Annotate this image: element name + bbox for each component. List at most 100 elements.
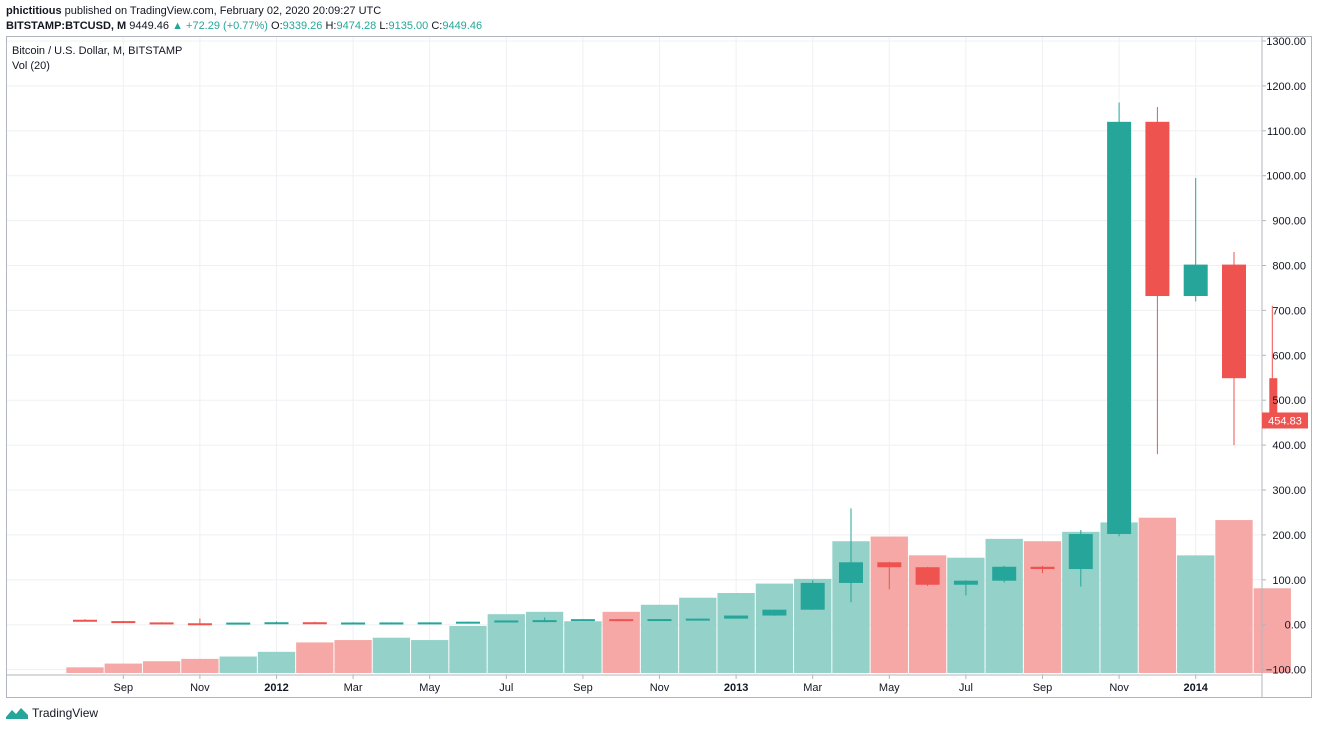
candle-body[interactable]: [1222, 264, 1246, 379]
x-tick-label: Mar: [344, 682, 363, 694]
x-tick-label: May: [419, 682, 440, 694]
y-tick-label: 300.00: [1272, 485, 1306, 497]
volume-bar: [602, 611, 640, 673]
series-legend[interactable]: Bitcoin / U.S. Dollar, M, BITSTAMP: [12, 45, 183, 57]
y-tick-label: 1200.00: [1266, 81, 1306, 93]
symbol-label: BITSTAMP:BTCUSD, M: [6, 20, 127, 32]
volume-legend[interactable]: Vol (20): [12, 60, 50, 72]
y-tick-label: −100.00: [1266, 665, 1306, 677]
last-price-marker: [1262, 412, 1308, 429]
volume-bar: [1138, 517, 1177, 673]
candle-body[interactable]: [1068, 534, 1093, 570]
x-tick-label: May: [879, 682, 900, 694]
open-value: 9339.26: [282, 20, 323, 32]
high-label: H:: [325, 20, 337, 32]
candle-body[interactable]: [839, 562, 863, 583]
volume-bar: [181, 658, 219, 673]
y-tick-label: 1300.00: [1266, 36, 1306, 48]
y-tick-label: 100.00: [1272, 575, 1306, 587]
candle-body[interactable]: [111, 621, 136, 624]
candle-body[interactable]: [1107, 121, 1132, 535]
volume-bar: [334, 640, 372, 673]
volume-bar: [1177, 555, 1215, 673]
candle-body[interactable]: [800, 582, 825, 610]
volume-bar: [1215, 520, 1253, 673]
x-tick-label: 2012: [264, 682, 288, 694]
last-price: 9449.46: [129, 20, 170, 32]
candle-body[interactable]: [724, 615, 749, 619]
open-label: O:: [271, 20, 283, 32]
volume-bar: [411, 640, 449, 673]
candle-body[interactable]: [494, 620, 519, 623]
y-tick-label: 400.00: [1272, 440, 1306, 452]
candle-body[interactable]: [264, 622, 289, 625]
candle-body[interactable]: [1183, 264, 1208, 297]
candle-body[interactable]: [1145, 121, 1170, 297]
candle-body[interactable]: [570, 619, 595, 622]
candle-body[interactable]: [226, 622, 251, 625]
volume-bar: [219, 656, 257, 673]
y-tick-label: 600.00: [1272, 350, 1306, 362]
candle-body[interactable]: [915, 567, 940, 585]
x-axis[interactable]: Sep Nov 2012 Mar May Jul Sep Nov 2013 Mar May Jul Se…: [114, 675, 1209, 694]
y-tick-label: 1000.00: [1266, 171, 1306, 183]
x-tick-label: Jul: [499, 682, 513, 694]
y-tick-label: 200.00: [1272, 530, 1306, 542]
volume-bar: [142, 661, 181, 673]
y-tick-label: 900.00: [1272, 216, 1306, 228]
ohlc-bar: BITSTAMP:BTCUSD, M 9449.46 ▲ +72.29 (+0.…: [6, 19, 482, 33]
y-axis[interactable]: 1300.00 1200.00 1100.00 1000.00 900.00 800.00…: [1262, 36, 1306, 677]
x-tick-label: Jul: [959, 682, 973, 694]
publish-date: published on TradingView.com, February 0…: [64, 5, 382, 17]
candle-body[interactable]: [341, 622, 366, 625]
x-tick-label: 2013: [724, 682, 748, 694]
y-tick-label: 1100.00: [1267, 126, 1306, 138]
candle-body[interactable]: [647, 619, 672, 622]
x-tick-label: Nov: [650, 682, 670, 694]
candle-body[interactable]: [953, 580, 978, 585]
candle-body[interactable]: [877, 562, 902, 568]
author-name[interactable]: phictitious: [6, 5, 62, 17]
y-tick-label: 0.00: [1285, 620, 1306, 632]
tradingview-logo[interactable]: TradingView: [6, 706, 98, 720]
candle-body[interactable]: [302, 622, 327, 625]
volume-bar: [679, 597, 717, 673]
x-tick-label: Nov: [190, 682, 210, 694]
candle-body[interactable]: [456, 621, 480, 624]
candle-body[interactable]: [187, 623, 212, 626]
volume-bar: [985, 538, 1023, 673]
brand-name: TradingView: [32, 706, 99, 720]
volume-bar: [104, 663, 142, 673]
volume-bar: [717, 593, 755, 673]
volume-bar: [640, 604, 679, 673]
close-value: 9449.46: [442, 20, 483, 32]
candle-body[interactable]: [1030, 566, 1055, 570]
volume-bar: [1023, 541, 1062, 673]
candle-body[interactable]: [609, 619, 634, 622]
candle-body[interactable]: [1269, 378, 1278, 421]
low-label: L:: [379, 20, 389, 32]
chart-frame[interactable]: [6, 36, 1312, 698]
candle-body[interactable]: [149, 622, 174, 625]
y-tick-label: 700.00: [1272, 305, 1306, 317]
volume-bar: [755, 583, 794, 673]
close-label: C:: [431, 20, 443, 32]
candle-body[interactable]: [685, 618, 710, 621]
candle-body[interactable]: [417, 622, 442, 625]
volume-bar: [564, 621, 602, 673]
volume-bar: [296, 642, 334, 673]
candle-body[interactable]: [762, 609, 787, 616]
x-tick-label: Mar: [803, 682, 822, 694]
last-price-label: 454.83: [1268, 415, 1302, 427]
candle-body[interactable]: [379, 622, 404, 625]
candle-body[interactable]: [532, 620, 557, 623]
x-tick-label: Sep: [1033, 682, 1053, 694]
publish-info: phictitious published on TradingView.com…: [6, 4, 381, 18]
candle-body[interactable]: [73, 619, 97, 622]
y-tick-label: 800.00: [1272, 261, 1306, 273]
volume-bar: [1253, 588, 1291, 673]
high-value: 9474.28: [336, 20, 377, 32]
volume-series: [66, 517, 1291, 673]
candle-body[interactable]: [992, 566, 1017, 581]
